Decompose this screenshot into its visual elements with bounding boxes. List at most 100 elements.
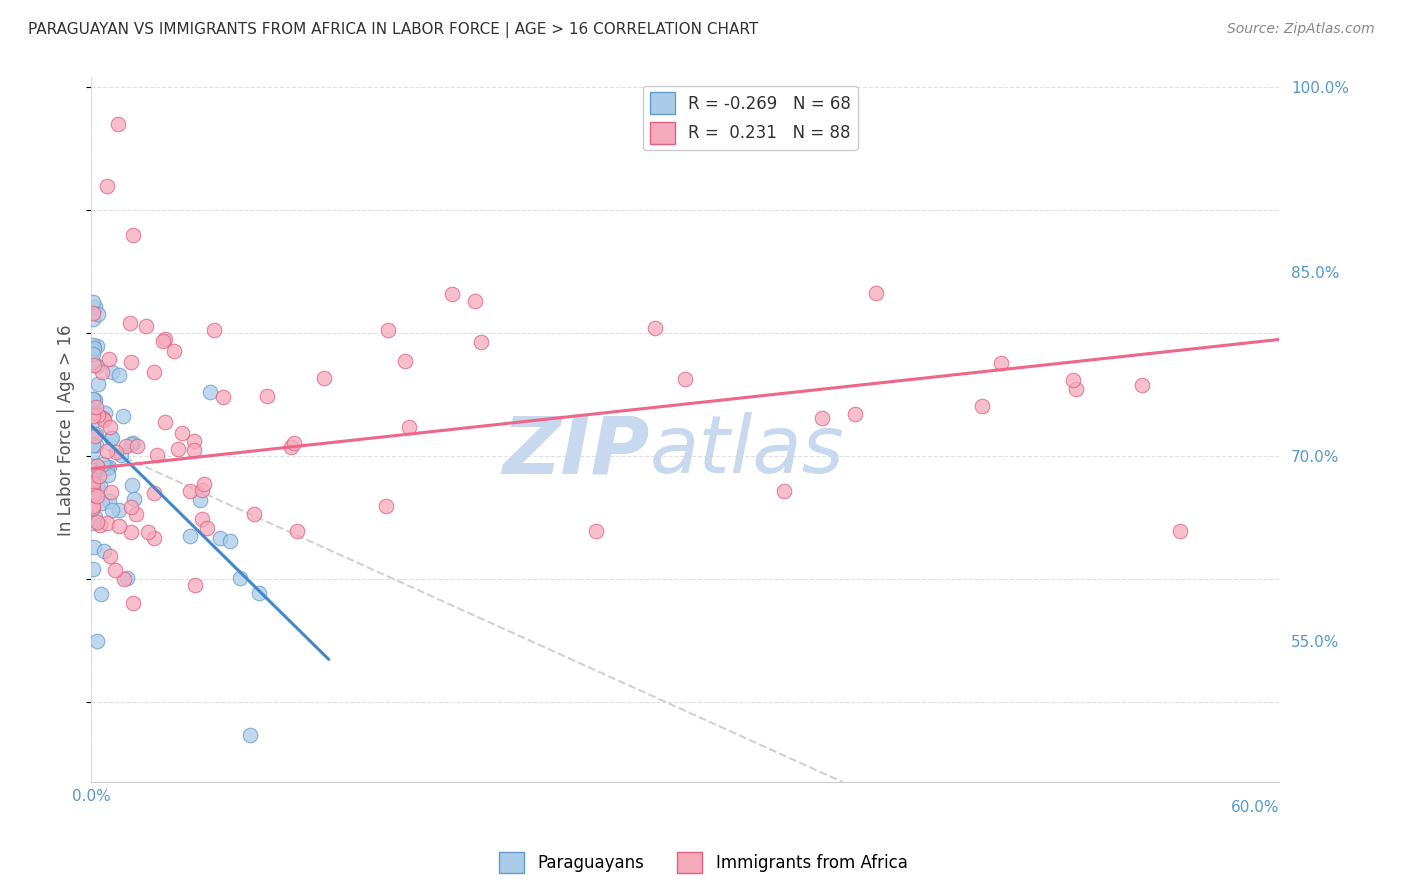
Point xyxy=(153,332,176,346)
Point xyxy=(108,502,131,516)
Point xyxy=(89,479,111,493)
Point xyxy=(82,426,104,441)
Point xyxy=(375,499,398,513)
Point xyxy=(441,287,464,301)
Point xyxy=(94,406,117,420)
Point xyxy=(107,368,129,383)
Point xyxy=(143,365,166,379)
Point xyxy=(86,633,108,648)
Point xyxy=(82,438,104,452)
Point xyxy=(121,477,143,491)
Point xyxy=(464,294,486,309)
Point xyxy=(86,426,108,441)
Point xyxy=(243,507,266,521)
Point xyxy=(96,460,118,475)
Point xyxy=(86,478,108,492)
Point xyxy=(1168,524,1191,538)
Point xyxy=(122,596,145,610)
Point xyxy=(166,442,188,457)
Point xyxy=(1130,377,1153,392)
Point xyxy=(96,444,118,458)
Point xyxy=(183,434,205,449)
Point xyxy=(87,463,110,477)
Point xyxy=(191,512,214,526)
Point xyxy=(82,458,104,473)
Point xyxy=(115,439,138,453)
Point xyxy=(82,561,104,575)
Point xyxy=(82,500,104,515)
Point xyxy=(82,394,104,409)
Point xyxy=(104,444,127,458)
Point xyxy=(86,489,108,503)
Point xyxy=(97,351,120,366)
Point xyxy=(86,408,108,422)
Point xyxy=(121,227,143,242)
Point xyxy=(135,318,157,333)
Point xyxy=(136,525,159,540)
Point xyxy=(91,461,114,475)
Point xyxy=(377,323,399,337)
Point xyxy=(146,449,169,463)
Point xyxy=(127,439,149,453)
Point xyxy=(100,431,122,445)
Point xyxy=(249,586,271,600)
Point xyxy=(82,409,104,424)
Point xyxy=(811,410,834,425)
Point xyxy=(93,413,115,427)
Point xyxy=(82,485,104,500)
Point xyxy=(97,459,120,474)
Point xyxy=(142,531,165,545)
Point xyxy=(82,295,104,310)
Point xyxy=(96,516,118,531)
Y-axis label: In Labor Force | Age > 16: In Labor Force | Age > 16 xyxy=(58,324,75,536)
Point xyxy=(89,469,111,483)
Point xyxy=(280,440,302,454)
Point xyxy=(82,355,104,369)
Point xyxy=(89,517,111,532)
Point xyxy=(120,524,142,539)
Point xyxy=(183,442,205,457)
Point xyxy=(188,493,211,508)
Point xyxy=(1062,373,1084,387)
Point xyxy=(84,400,107,414)
Point xyxy=(82,414,104,428)
Point xyxy=(228,571,250,585)
Point xyxy=(312,370,335,384)
Point xyxy=(184,578,207,592)
Point xyxy=(84,438,107,452)
Point xyxy=(82,516,104,531)
Point xyxy=(82,445,104,459)
Point xyxy=(121,435,143,450)
Text: atlas: atlas xyxy=(650,412,844,490)
Point xyxy=(86,459,108,474)
Point xyxy=(96,178,118,193)
Point xyxy=(120,316,142,330)
Point xyxy=(394,354,416,368)
Point xyxy=(120,437,142,451)
Point xyxy=(990,356,1012,370)
Point xyxy=(98,420,121,434)
Point xyxy=(82,312,104,326)
Point xyxy=(86,516,108,530)
Point xyxy=(470,334,492,349)
Point xyxy=(82,343,104,357)
Point xyxy=(179,529,201,543)
Point xyxy=(283,436,305,450)
Point xyxy=(91,457,114,471)
Point xyxy=(673,372,696,386)
Point xyxy=(844,407,866,421)
Legend: R = -0.269   N = 68, R =  0.231   N = 88: R = -0.269 N = 68, R = 0.231 N = 88 xyxy=(643,86,858,150)
Point xyxy=(152,334,174,348)
Text: Source: ZipAtlas.com: Source: ZipAtlas.com xyxy=(1227,22,1375,37)
Text: PARAGUAYAN VS IMMIGRANTS FROM AFRICA IN LABOR FORCE | AGE > 16 CORRELATION CHART: PARAGUAYAN VS IMMIGRANTS FROM AFRICA IN … xyxy=(28,22,758,38)
Point xyxy=(1064,382,1087,396)
Point xyxy=(179,484,201,499)
Point xyxy=(195,521,218,535)
Point xyxy=(83,540,105,554)
Point xyxy=(104,563,127,577)
Point xyxy=(125,507,148,521)
Point xyxy=(87,307,110,321)
Point xyxy=(101,365,124,379)
Point xyxy=(112,409,135,424)
Point xyxy=(82,394,104,409)
